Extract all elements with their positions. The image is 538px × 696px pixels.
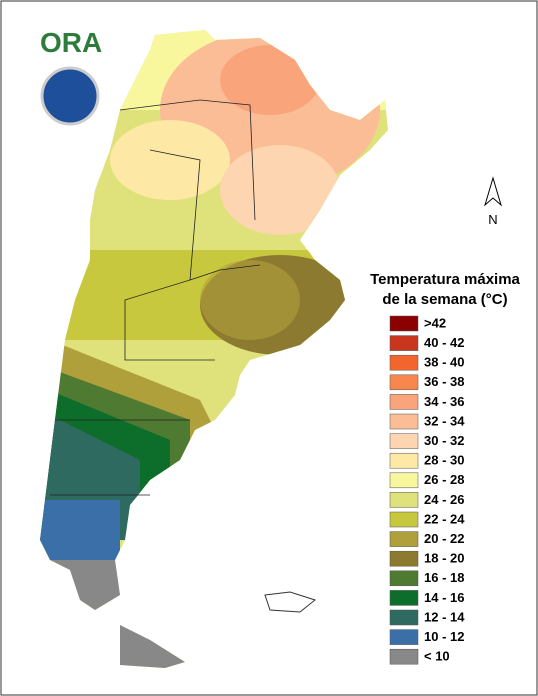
legend-label: 30 - 32 — [424, 433, 464, 448]
legend-label: 10 - 12 — [424, 629, 464, 644]
legend-swatch — [389, 335, 419, 351]
legend-swatch — [389, 531, 419, 547]
legend-swatch — [389, 629, 419, 645]
legend-swatch — [389, 609, 419, 626]
legend-swatch — [389, 452, 419, 469]
legend-label: < 10 — [424, 649, 450, 664]
legend-title: de la semana (°C) — [382, 291, 507, 308]
legend-swatch — [389, 511, 419, 528]
legend-swatch — [389, 315, 419, 332]
legend-label: >42 — [424, 315, 446, 330]
legend-swatch — [389, 648, 419, 665]
province-borders — [50, 99, 261, 496]
legend-label: 18 - 20 — [424, 551, 464, 566]
legend-label: 14 - 16 — [424, 590, 464, 605]
legend-label: 40 - 42 — [424, 335, 464, 350]
legend-swatch — [389, 413, 419, 430]
legend-swatch — [389, 590, 419, 606]
logo-text: ORA — [40, 27, 102, 58]
legend-swatch — [389, 354, 419, 371]
legend-label: 38 - 40 — [424, 355, 464, 370]
legend-label: 28 - 30 — [424, 453, 464, 468]
north-arrow — [484, 176, 502, 207]
legend-title: Temperatura máxima — [370, 271, 520, 288]
legend-swatch — [389, 433, 419, 449]
legend-swatch — [389, 570, 419, 587]
legend-label: 20 - 22 — [424, 531, 464, 546]
islands — [264, 591, 317, 613]
legend-swatch — [389, 550, 419, 567]
legend-label: 22 - 24 — [424, 511, 465, 526]
legend-label: 36 - 38 — [424, 374, 464, 389]
legend-swatch — [389, 374, 419, 391]
legend-label: 12 - 14 — [424, 609, 465, 624]
legend-swatch — [389, 394, 419, 410]
north-label: N — [488, 212, 497, 227]
legend-label: 16 - 18 — [424, 570, 464, 585]
legend-swatch — [389, 492, 419, 508]
legend-label: 34 - 36 — [424, 394, 464, 409]
legend-label: 26 - 28 — [424, 472, 464, 487]
legend-label: 32 - 34 — [424, 413, 465, 428]
legend-swatch — [389, 472, 419, 489]
agency-seal — [40, 66, 100, 126]
legend-label: 24 - 26 — [424, 492, 464, 507]
